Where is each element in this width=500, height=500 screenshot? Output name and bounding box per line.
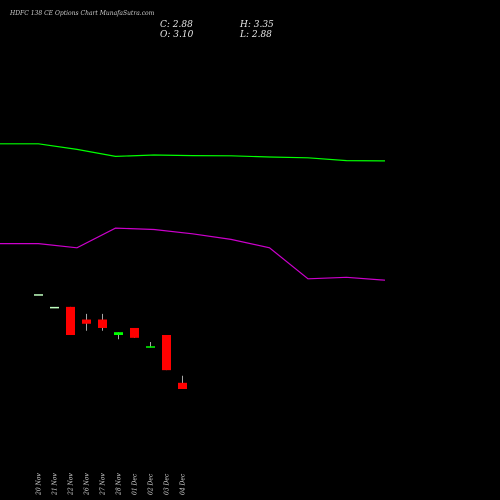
x-axis-ticks: 20 Nov 21 Nov 22 Nov 26 Nov 27 Nov 28 Nov 01 D… — [36, 473, 187, 496]
candle-body — [178, 382, 187, 389]
candle — [162, 335, 171, 371]
x-tick-label: 04 Dec — [180, 473, 187, 495]
x-tick-label: 02 Dec — [148, 473, 155, 495]
candle-body — [98, 319, 107, 328]
x-tick-label: 03 Dec — [164, 473, 171, 495]
x-tick-label: 20 Nov — [36, 473, 43, 496]
lower-band-line — [0, 227, 386, 281]
candle — [130, 327, 139, 338]
candle-body — [146, 346, 155, 348]
high-value: H: 3.35 — [240, 20, 274, 30]
candle — [178, 375, 187, 389]
chart-title: HDFC 138 CE Options Chart MunafaSutra.co… — [10, 10, 155, 17]
open-value: O: 3.10 — [160, 30, 194, 40]
candle — [98, 313, 107, 331]
upper-band-line — [0, 143, 386, 162]
candle-body — [114, 332, 123, 335]
x-tick-label: 01 Dec — [132, 473, 139, 495]
band-lines — [0, 143, 386, 281]
close-value: C: 2.88 — [160, 20, 193, 30]
x-tick-label: 21 Nov — [52, 473, 59, 496]
candle-body — [162, 335, 171, 371]
x-tick-label: 28 Nov — [116, 473, 123, 496]
x-tick-label: 22 Nov — [68, 473, 75, 496]
candle — [50, 306, 59, 309]
low-value: L: 2.88 — [240, 30, 272, 40]
candle — [34, 294, 43, 296]
candle-body — [82, 319, 91, 324]
candle — [66, 306, 75, 335]
x-tick-label: 27 Nov — [100, 473, 107, 496]
candle-body — [34, 294, 43, 296]
candle — [146, 342, 155, 348]
candle — [82, 313, 91, 331]
candle-body — [130, 327, 139, 338]
candle-body — [50, 306, 59, 309]
candle — [114, 332, 123, 340]
x-tick-label: 26 Nov — [84, 473, 91, 496]
candle-body — [66, 306, 75, 335]
candles — [34, 294, 187, 389]
